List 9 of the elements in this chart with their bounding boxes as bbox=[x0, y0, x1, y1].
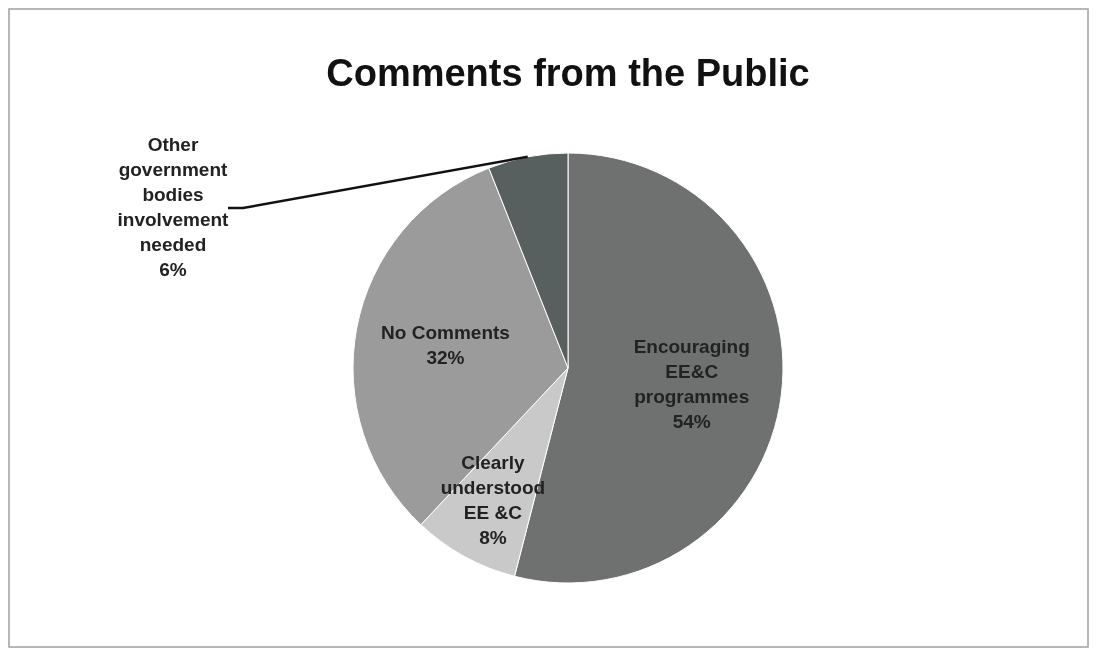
data-label: 54% bbox=[672, 411, 711, 433]
slice-label: No Comments bbox=[381, 322, 510, 344]
data-label: 8% bbox=[479, 526, 507, 548]
data-label: 6% bbox=[159, 259, 187, 280]
chart-title: Comments from the Public bbox=[326, 52, 810, 94]
slice-label: Encouraging EE&C programmes bbox=[633, 336, 750, 408]
slice-label: Other government bodies involvement needed bbox=[117, 134, 230, 255]
data-label: 32% bbox=[426, 347, 465, 369]
slice-label: Clearly understood EE &C bbox=[440, 451, 546, 523]
